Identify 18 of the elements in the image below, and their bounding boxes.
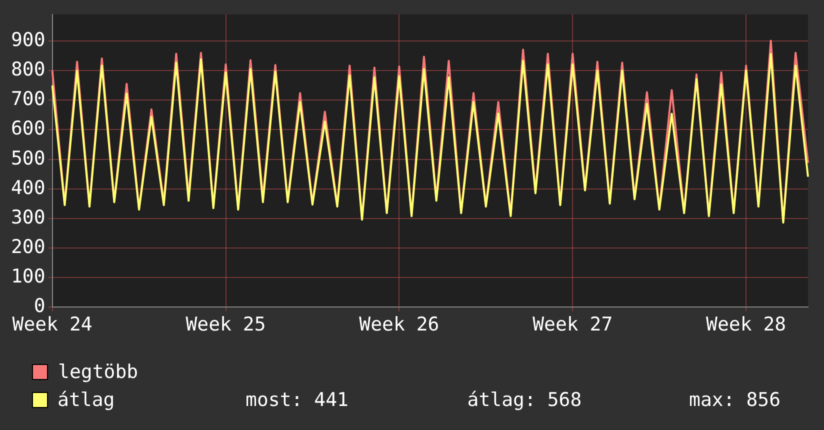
x-tick-label: Week 28 bbox=[706, 314, 786, 336]
text: átlag: 568 bbox=[467, 389, 583, 411]
text: max: 856 bbox=[689, 389, 782, 411]
x-tick-label: Week 27 bbox=[532, 314, 613, 336]
y-tick-label: 600 bbox=[10, 118, 46, 140]
text: most: 441 bbox=[246, 389, 350, 411]
x-tick-label: Week 25 bbox=[186, 314, 266, 336]
y-tick-label: 800 bbox=[10, 58, 46, 81]
legend-label: legtöbb bbox=[58, 361, 140, 383]
y-tick-label: 500 bbox=[10, 147, 46, 170]
y-tick-label: 100 bbox=[10, 266, 46, 288]
y-tick-label: 300 bbox=[10, 206, 46, 228]
y-tick-label: 200 bbox=[10, 236, 46, 258]
y-tick-label: 400 bbox=[10, 176, 46, 199]
y-tick-label: 900 bbox=[10, 28, 46, 51]
x-tick-label: Week 26 bbox=[359, 314, 440, 336]
y-tick-label: 700 bbox=[10, 88, 46, 110]
legend-label: átlag bbox=[58, 389, 116, 411]
